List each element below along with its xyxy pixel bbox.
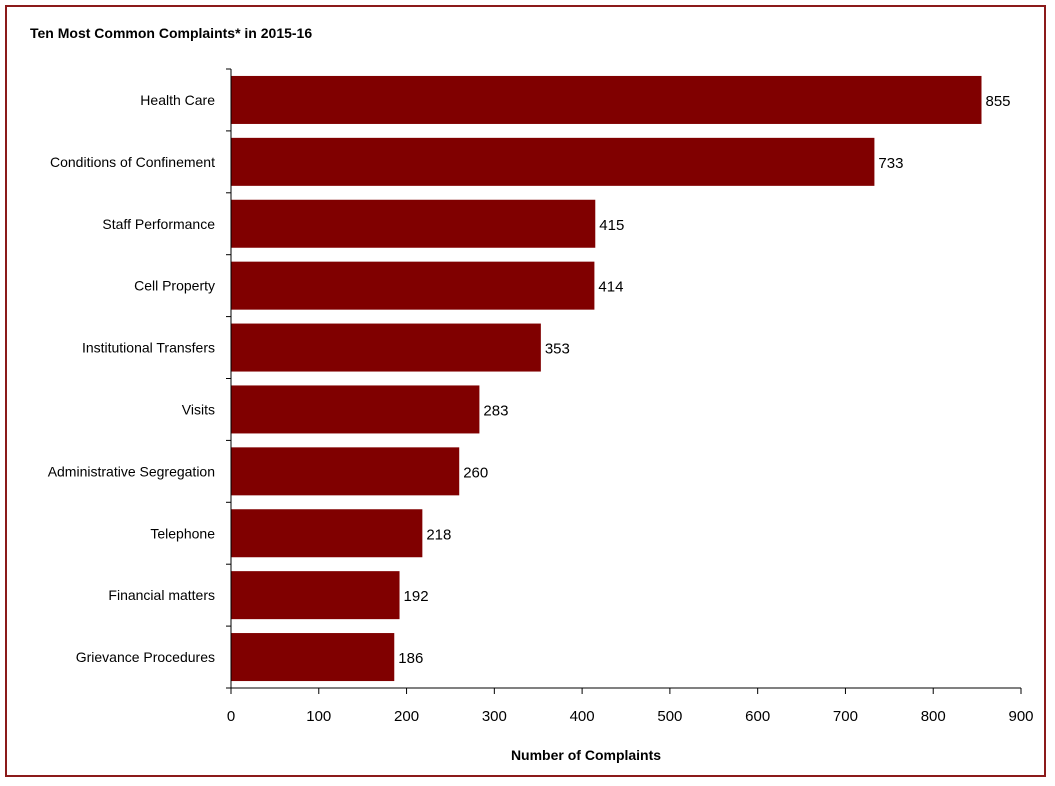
data-label: 353 — [545, 341, 570, 358]
bar — [231, 385, 480, 434]
data-label: 733 — [878, 155, 903, 172]
category-label: Administrative Segregation — [48, 463, 215, 479]
category-label: Financial matters — [108, 587, 215, 603]
bar — [231, 633, 395, 682]
category-label: Health Care — [140, 92, 215, 108]
data-label: 186 — [398, 650, 423, 667]
chart-frame — [5, 5, 1046, 777]
bar — [231, 137, 875, 186]
x-tick-label: 800 — [921, 708, 946, 725]
x-tick-label: 100 — [306, 708, 331, 725]
x-axis-label: Number of Complaints — [511, 747, 661, 763]
x-tick-label: 500 — [657, 708, 682, 725]
x-tick-label: 600 — [745, 708, 770, 725]
data-label: 218 — [426, 526, 451, 543]
bar — [231, 199, 596, 248]
bar — [231, 261, 595, 310]
category-label: Visits — [182, 401, 215, 417]
data-label: 414 — [598, 279, 623, 296]
category-label: Telephone — [150, 525, 215, 541]
category-label: Cell Property — [134, 278, 215, 294]
x-tick-label: 400 — [570, 708, 595, 725]
bar — [231, 509, 423, 558]
bar — [231, 447, 460, 496]
data-label: 283 — [483, 402, 508, 419]
data-label: 260 — [463, 464, 488, 481]
category-label: Staff Performance — [102, 216, 215, 232]
data-label: 192 — [404, 588, 429, 605]
category-label: Institutional Transfers — [82, 340, 215, 356]
data-label: 855 — [986, 93, 1011, 110]
x-tick-label: 200 — [394, 708, 419, 725]
x-tick-label: 0 — [227, 708, 235, 725]
category-label: Grievance Procedures — [76, 649, 215, 665]
chart-title: Ten Most Common Complaints* in 2015-16 — [30, 25, 312, 41]
x-tick-label: 700 — [833, 708, 858, 725]
bar — [231, 75, 982, 124]
bar — [231, 571, 400, 620]
x-tick-label: 300 — [482, 708, 507, 725]
category-label: Conditions of Confinement — [50, 154, 215, 170]
data-label: 415 — [599, 217, 624, 234]
x-tick-label: 900 — [1008, 708, 1033, 725]
bar — [231, 323, 541, 372]
